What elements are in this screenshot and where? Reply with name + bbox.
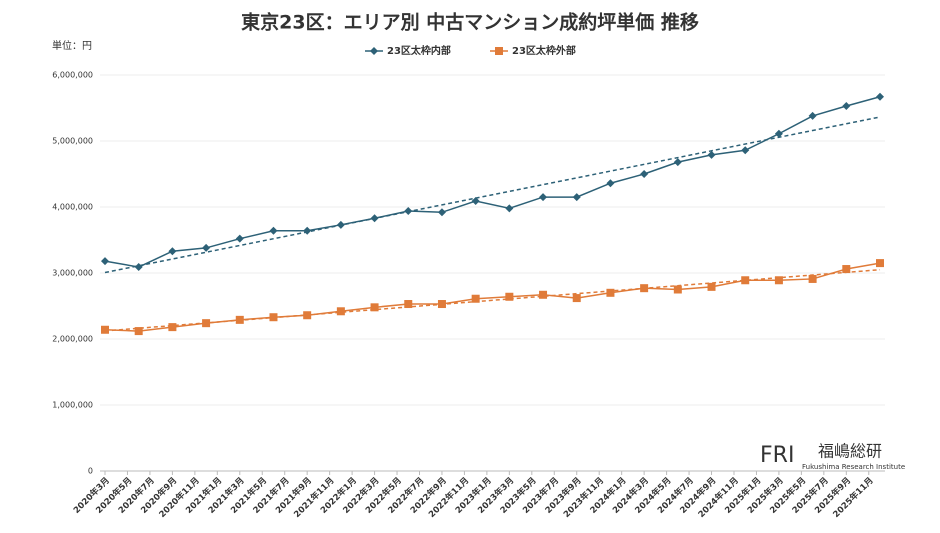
data-point [741, 276, 750, 285]
data-point [808, 274, 817, 283]
logo-name: 福嶋総研 [818, 442, 882, 461]
data-point [168, 323, 177, 332]
data-point [202, 243, 211, 252]
chart-title: 東京23区：エリア別 中古マンション成約坪単価 推移 [241, 11, 699, 34]
data-point [404, 206, 413, 215]
data-point [539, 193, 548, 202]
data-point [303, 226, 312, 235]
data-point [707, 150, 716, 159]
data-point [370, 303, 379, 312]
legend-label: 23区太枠外部 [512, 44, 576, 57]
data-point [876, 92, 884, 101]
y-tick-label: 5,000,000 [52, 137, 93, 146]
trendline [104, 268, 881, 332]
unit-label: 単位：円 [52, 39, 92, 52]
series-line [104, 96, 881, 268]
data-point [774, 276, 783, 285]
data-point [471, 294, 480, 303]
legend-marker [495, 47, 503, 55]
data-point [303, 311, 312, 320]
data-point [741, 146, 750, 155]
data-point [235, 315, 244, 324]
logo-sub: Fukushima Research Institute [802, 463, 905, 471]
trendline [104, 116, 881, 274]
data-point [774, 129, 783, 138]
data-point [168, 247, 177, 256]
data-point [673, 285, 682, 294]
data-point [707, 282, 716, 291]
data-point [101, 325, 109, 334]
data-point [505, 204, 514, 213]
data-point [134, 263, 143, 272]
y-tick-label: 6,000,000 [52, 71, 93, 80]
data-point [404, 300, 413, 309]
data-point [673, 158, 682, 167]
data-point [539, 290, 548, 299]
data-point [572, 294, 581, 303]
data-point [505, 292, 514, 301]
y-tick-label: 4,000,000 [52, 203, 93, 212]
data-point [606, 288, 615, 297]
data-point [336, 307, 345, 316]
data-point [876, 259, 884, 268]
data-point [842, 102, 851, 111]
data-point [842, 265, 851, 274]
legend-marker [370, 47, 378, 55]
data-point [235, 234, 244, 243]
data-point [437, 300, 446, 309]
legend-label: 23区太枠内部 [387, 44, 451, 57]
y-tick-label: 2,000,000 [52, 335, 93, 344]
data-point [202, 319, 211, 328]
data-point [370, 214, 379, 223]
data-point [606, 179, 615, 188]
data-point [269, 313, 278, 322]
logo: FRI 福嶋総研 Fukushima Research Institute [760, 442, 905, 472]
data-point [808, 111, 817, 120]
y-tick-label: 3,000,000 [52, 269, 93, 278]
logo-mark: FRI [760, 443, 794, 468]
series [101, 259, 884, 336]
y-tick-label: 0 [88, 467, 93, 476]
data-point [269, 226, 278, 235]
y-tick-label: 1,000,000 [52, 401, 93, 410]
data-point [640, 284, 649, 293]
series [101, 92, 884, 274]
data-point [640, 170, 649, 178]
data-point [134, 327, 143, 336]
data-point [336, 220, 345, 229]
data-point [572, 193, 581, 202]
data-point [437, 208, 446, 217]
data-point [471, 197, 480, 206]
data-point [101, 257, 109, 266]
